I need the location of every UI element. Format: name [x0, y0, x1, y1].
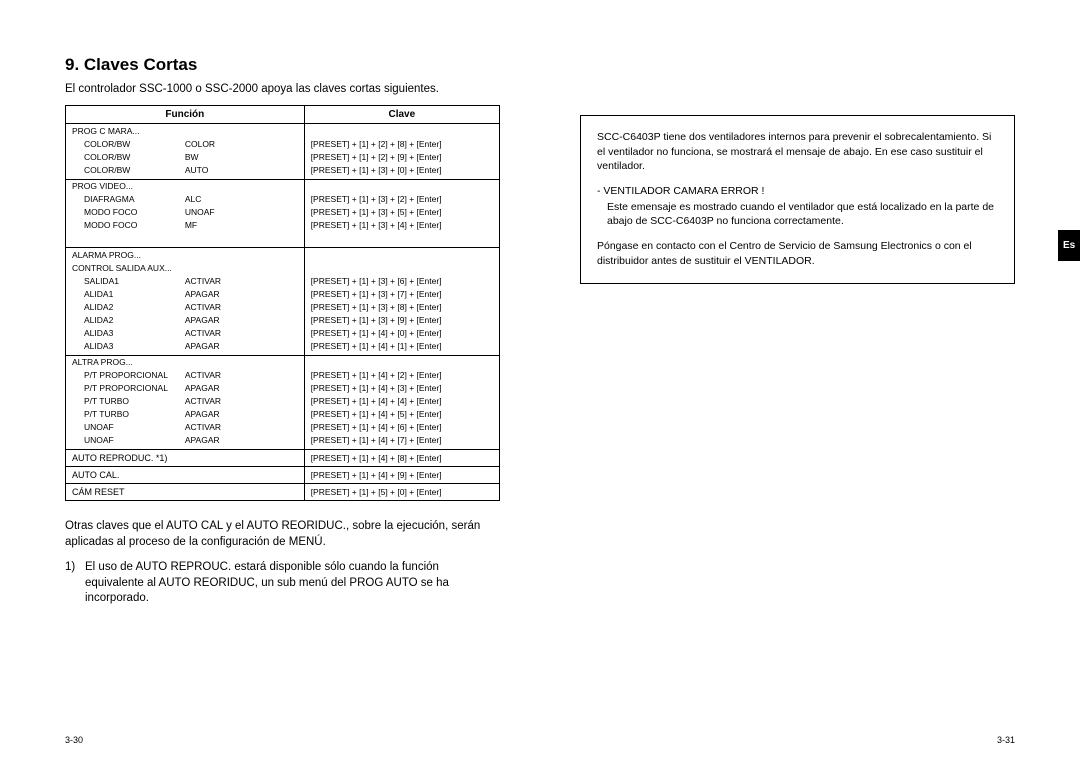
notes-block: Otras claves que el AUTO CAL y el AUTO R… [65, 519, 500, 607]
intro-text: El controlador SSC-1000 o SSC-2000 apoya… [65, 83, 500, 95]
func-cell: ALIDA2ACTIVAR [66, 300, 305, 313]
func-cell: UNOAFAPAGAR [66, 434, 305, 450]
key-cell: [PRESET] + [1] + [4] + [3] + [Enter] [304, 382, 499, 395]
func-cell: UNOAFACTIVAR [66, 421, 305, 434]
key-cell: [PRESET] + [1] + [4] + [8] + [Enter] [304, 450, 499, 467]
func-cell: P/T TURBOACTIVAR [66, 395, 305, 408]
func-cell: ALIDA3ACTIVAR [66, 326, 305, 339]
func-cell: COLOR/BWBW [66, 150, 305, 163]
page-number-right: 3-31 [997, 735, 1015, 745]
page-spread: 9. Claves Cortas El controlador SSC-1000… [0, 0, 1080, 765]
key-cell [304, 355, 499, 369]
info-msg-title: - VENTILADOR CAMARA ERROR ! [597, 184, 998, 199]
func-cell: ALTRA PROG... [66, 355, 305, 369]
page-number-left: 3-30 [65, 735, 83, 745]
info-msg-body: Este emensaje es mostrado cuando el vent… [597, 200, 998, 229]
func-cell: ALIDA1APAGAR [66, 287, 305, 300]
key-cell [304, 248, 499, 262]
key-cell: [PRESET] + [1] + [3] + [2] + [Enter] [304, 193, 499, 206]
key-cell: [PRESET] + [1] + [3] + [4] + [Enter] [304, 219, 499, 232]
th-function: Función [66, 106, 305, 124]
key-cell: [PRESET] + [1] + [4] + [6] + [Enter] [304, 421, 499, 434]
left-page: 9. Claves Cortas El controlador SSC-1000… [0, 0, 540, 765]
key-cell: [PRESET] + [1] + [3] + [8] + [Enter] [304, 300, 499, 313]
key-cell [304, 124, 499, 138]
key-cell: [PRESET] + [1] + [5] + [0] + [Enter] [304, 484, 499, 501]
language-tab: Es [1058, 230, 1080, 261]
func-cell: MODO FOCOUNOAF [66, 206, 305, 219]
key-cell: [PRESET] + [1] + [2] + [9] + [Enter] [304, 150, 499, 163]
func-cell: AUTO CAL. [66, 467, 305, 484]
info-p2: Póngase en contacto con el Centro de Ser… [597, 239, 998, 268]
func-cell: PROG C MARA... [66, 124, 305, 138]
func-cell: ALIDA3APAGAR [66, 339, 305, 355]
func-cell: COLOR/BWCOLOR [66, 137, 305, 150]
key-cell: [PRESET] + [1] + [4] + [2] + [Enter] [304, 369, 499, 382]
th-key: Clave [304, 106, 499, 124]
key-cell [304, 261, 499, 274]
key-cell [304, 232, 499, 248]
key-cell: [PRESET] + [1] + [3] + [6] + [Enter] [304, 274, 499, 287]
right-page: SCC-C6403P tiene dos ventiladores intern… [540, 0, 1080, 765]
func-cell: COLOR/BWAUTO [66, 163, 305, 179]
key-cell: [PRESET] + [1] + [4] + [4] + [Enter] [304, 395, 499, 408]
func-cell: ALARMA PROG... [66, 248, 305, 262]
func-cell: PROG VIDEO... [66, 179, 305, 193]
key-cell: [PRESET] + [1] + [3] + [9] + [Enter] [304, 313, 499, 326]
info-box: SCC-C6403P tiene dos ventiladores intern… [580, 115, 1015, 284]
key-cell: [PRESET] + [1] + [3] + [0] + [Enter] [304, 163, 499, 179]
func-cell: P/T PROPORCIONALACTIVAR [66, 369, 305, 382]
note-2-text: El uso de AUTO REPROUC. estará disponibl… [85, 560, 500, 607]
key-cell: [PRESET] + [1] + [4] + [7] + [Enter] [304, 434, 499, 450]
func-cell: MODO FOCOMF [66, 219, 305, 232]
func-cell: CÁM RESET [66, 484, 305, 501]
key-cell [304, 179, 499, 193]
func-cell: P/T TURBOAPAGAR [66, 408, 305, 421]
key-cell: [PRESET] + [1] + [3] + [7] + [Enter] [304, 287, 499, 300]
note-1: Otras claves que el AUTO CAL y el AUTO R… [65, 519, 500, 550]
func-cell: P/T PROPORCIONALAPAGAR [66, 382, 305, 395]
section-title: 9. Claves Cortas [65, 55, 500, 75]
key-cell: [PRESET] + [1] + [4] + [5] + [Enter] [304, 408, 499, 421]
func-cell: DIAFRAGMAALC [66, 193, 305, 206]
info-p1: SCC-C6403P tiene dos ventiladores intern… [597, 130, 998, 174]
func-cell: CONTROL SALIDA AUX... [66, 261, 305, 274]
key-cell: [PRESET] + [1] + [3] + [5] + [Enter] [304, 206, 499, 219]
key-cell: [PRESET] + [1] + [4] + [1] + [Enter] [304, 339, 499, 355]
key-cell: [PRESET] + [1] + [4] + [9] + [Enter] [304, 467, 499, 484]
func-cell: ALIDA2APAGAR [66, 313, 305, 326]
func-cell [66, 232, 305, 248]
note-2-num: 1) [65, 560, 85, 607]
func-cell: AUTO REPRODUC. *1) [66, 450, 305, 467]
key-cell: [PRESET] + [1] + [4] + [0] + [Enter] [304, 326, 499, 339]
shortcut-table: Función Clave PROG C MARA...COLOR/BWCOLO… [65, 105, 500, 501]
key-cell: [PRESET] + [1] + [2] + [8] + [Enter] [304, 137, 499, 150]
func-cell: SALIDA1ACTIVAR [66, 274, 305, 287]
note-2: 1) El uso de AUTO REPROUC. estará dispon… [65, 560, 500, 607]
